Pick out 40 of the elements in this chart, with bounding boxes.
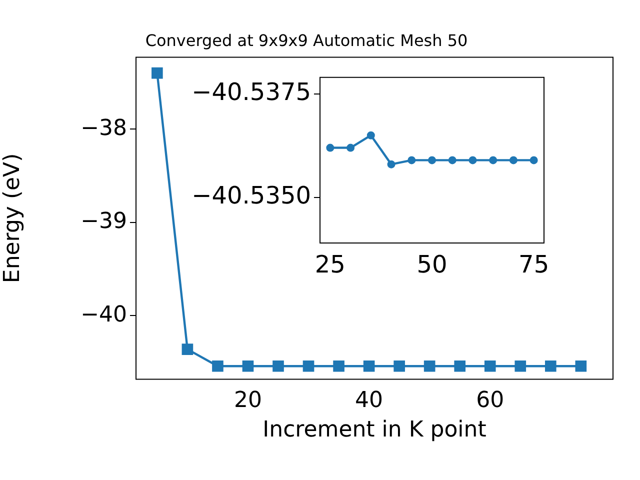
point <box>544 360 556 372</box>
point <box>387 160 396 168</box>
point <box>242 360 254 372</box>
point <box>394 360 405 372</box>
x-tick-label: 40 <box>355 388 384 414</box>
x-tick-label: 60 <box>476 388 504 414</box>
point <box>484 360 496 372</box>
point <box>509 156 518 164</box>
x-axis-title: Increment in K point <box>262 418 487 443</box>
point <box>489 156 498 164</box>
chart-title: Converged at 9x9x9 Automatic Mesh 50 <box>145 30 468 50</box>
point <box>333 360 344 372</box>
y-tick-label: −39 <box>80 209 127 234</box>
y-tick-label: −40.5375 <box>192 78 311 106</box>
y-axis-title: Energy (eV) <box>0 153 25 284</box>
point <box>212 360 224 372</box>
point <box>428 156 436 164</box>
point <box>514 360 526 372</box>
point <box>575 360 587 372</box>
point <box>346 144 355 152</box>
x-tick-label: 25 <box>314 250 346 279</box>
point <box>302 360 314 372</box>
x-tick-label: 50 <box>416 250 448 279</box>
point <box>363 360 375 372</box>
point <box>272 360 284 372</box>
point <box>366 131 375 140</box>
point <box>424 360 436 372</box>
point <box>530 156 538 164</box>
point <box>468 156 477 164</box>
x-tick-label: 75 <box>518 250 550 279</box>
point <box>326 144 334 152</box>
point <box>448 156 456 164</box>
y-tick-label: −40.5350 <box>192 182 311 210</box>
point <box>152 67 163 79</box>
point <box>454 360 466 372</box>
y-tick-label: −40 <box>80 302 127 328</box>
point <box>182 344 194 355</box>
x-tick-label: 20 <box>234 388 262 414</box>
y-tick-label: −38 <box>80 116 127 141</box>
point <box>408 156 416 164</box>
